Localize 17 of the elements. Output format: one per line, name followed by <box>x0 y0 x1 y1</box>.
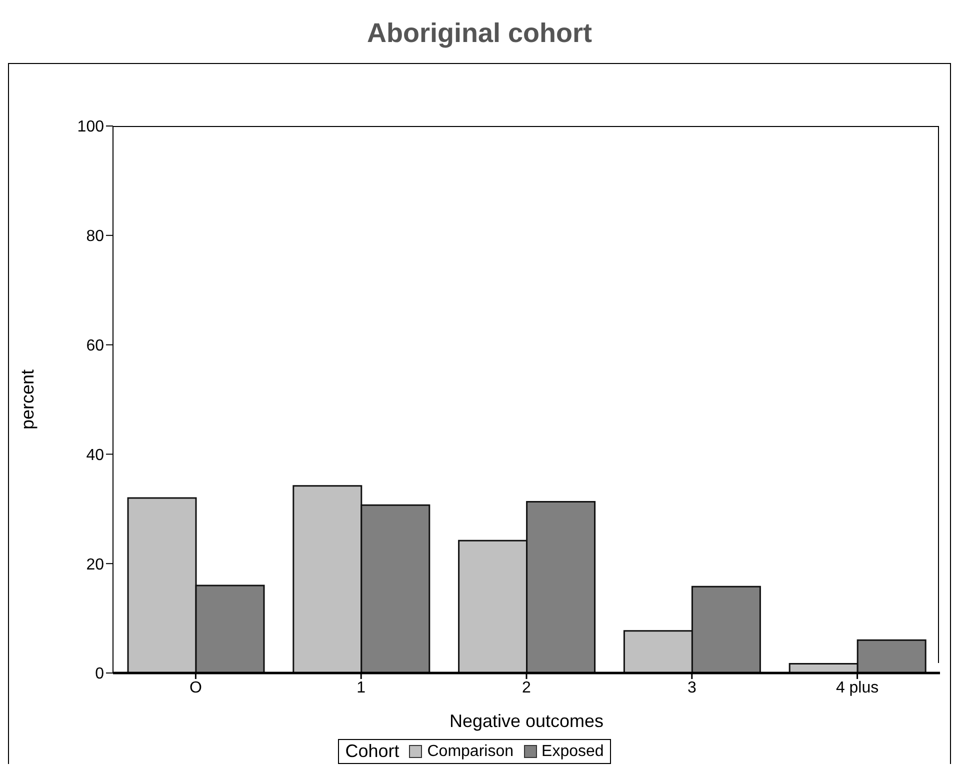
y-tick-label: 60 <box>86 337 104 354</box>
y-axis-title: percent <box>17 369 38 430</box>
legend-label: Exposed <box>542 742 604 760</box>
x-tick-label: 1 <box>356 679 366 696</box>
y-tick-label: 80 <box>86 228 104 246</box>
x-tick-label: O <box>189 679 202 696</box>
y-tick-label: 20 <box>86 556 104 574</box>
legend-label: Comparison <box>427 742 514 760</box>
legend-title: Cohort <box>345 741 400 762</box>
x-tick-label: 3 <box>687 679 696 696</box>
x-tick-label: 2 <box>522 679 532 696</box>
y-tick-label: 0 <box>95 666 104 683</box>
x-axis-title: Negative outcomes <box>449 711 604 731</box>
y-tick-label: 40 <box>86 446 104 464</box>
y-tick-label: 100 <box>77 118 104 136</box>
chart-title: Aboriginal cohort <box>366 17 593 50</box>
x-tick-label: 4 plus <box>836 679 879 696</box>
